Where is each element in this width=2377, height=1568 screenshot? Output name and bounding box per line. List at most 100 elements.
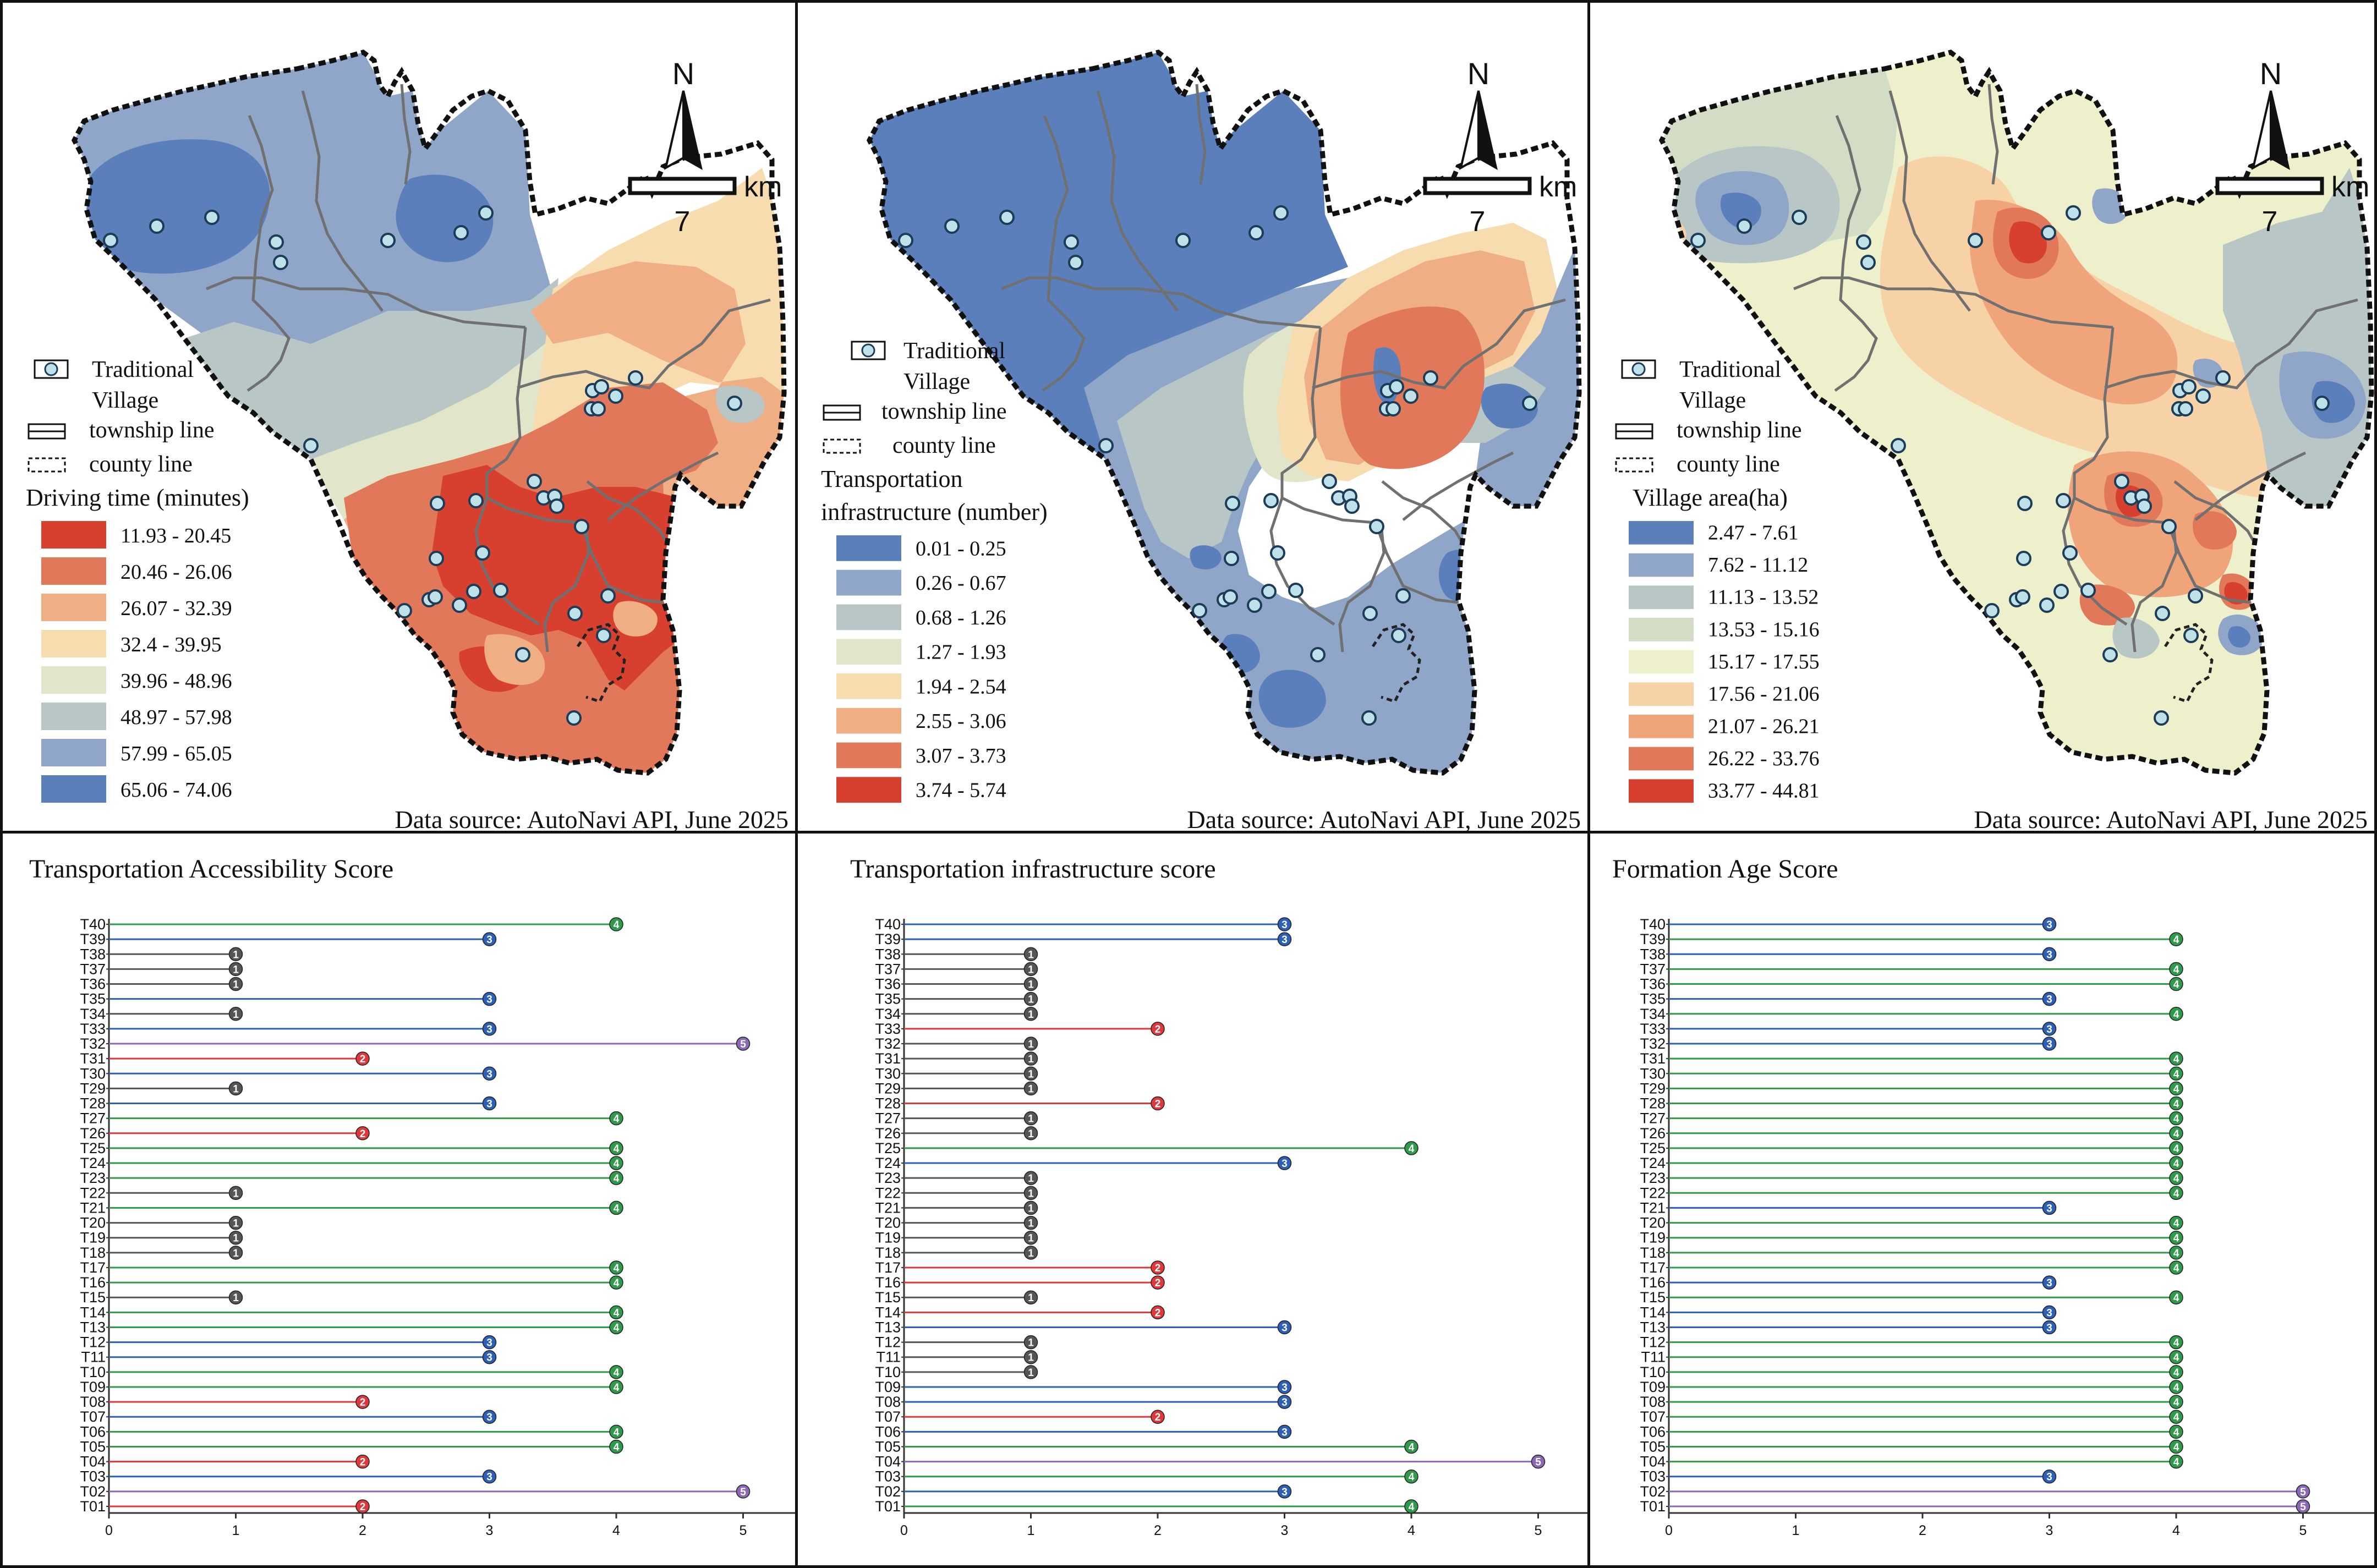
village-point bbox=[304, 439, 317, 452]
lollipop-value-label: 2 bbox=[360, 1501, 366, 1513]
village-point bbox=[609, 390, 622, 403]
village-point bbox=[1345, 500, 1359, 513]
legend-title: Driving time (minutes) bbox=[26, 484, 249, 511]
y-category-label: T12 bbox=[875, 1334, 901, 1351]
legend-village-label-1: Traditional bbox=[903, 338, 1005, 364]
village-point bbox=[1363, 607, 1377, 620]
y-category-label: T25 bbox=[80, 1140, 106, 1156]
x-tick-label: 4 bbox=[2172, 1523, 2180, 1538]
y-category-label: T31 bbox=[1640, 1050, 1666, 1067]
scale-value: 7 bbox=[675, 206, 691, 238]
y-category-label: T26 bbox=[80, 1125, 106, 1142]
lollipop-value-label: 2 bbox=[1155, 1307, 1161, 1319]
y-category-label: T31 bbox=[875, 1050, 901, 1067]
village-point bbox=[2189, 589, 2202, 602]
x-tick-label: 0 bbox=[1665, 1523, 1673, 1538]
y-category-label: T01 bbox=[875, 1498, 901, 1515]
legend-class-label: 0.26 - 0.67 bbox=[916, 572, 1006, 595]
village-point bbox=[1264, 494, 1278, 507]
legend-title: Transportation bbox=[821, 465, 963, 492]
x-tick-label: 4 bbox=[612, 1523, 620, 1538]
legend-swatch bbox=[41, 666, 106, 694]
legend-class-label: 26.07 - 32.39 bbox=[121, 597, 232, 620]
village-point bbox=[430, 552, 443, 565]
legend-swatch bbox=[41, 594, 106, 621]
lollipop-value-label: 1 bbox=[233, 1292, 239, 1304]
y-category-label: T11 bbox=[1641, 1349, 1666, 1366]
legend-class-label: 0.68 - 1.26 bbox=[916, 606, 1006, 629]
legend-village-label-2: Village bbox=[1679, 388, 1746, 413]
lollipop-value-label: 3 bbox=[1281, 1382, 1288, 1394]
y-category-label: T11 bbox=[81, 1349, 106, 1366]
lollipop-value-label: 1 bbox=[1028, 1248, 1034, 1259]
y-category-label: T40 bbox=[875, 916, 901, 933]
y-category-label: T20 bbox=[1640, 1215, 1666, 1231]
lollipop-value-label: 4 bbox=[2173, 1248, 2179, 1259]
lollipop-value-label: 5 bbox=[1535, 1457, 1541, 1468]
x-tick-label: 2 bbox=[1154, 1523, 1162, 1538]
lollipop-value-label: 4 bbox=[614, 1158, 620, 1170]
lollipop-value-label: 3 bbox=[486, 1068, 492, 1080]
lollipop-value-label: 4 bbox=[2173, 1128, 2179, 1140]
legend-township-label: township line bbox=[1677, 418, 1802, 443]
y-category-label: T09 bbox=[1640, 1379, 1666, 1395]
y-category-label: T38 bbox=[1640, 946, 1666, 962]
lollipop-value-label: 4 bbox=[1409, 1472, 1415, 1483]
village-point bbox=[453, 599, 466, 612]
scale-unit: km bbox=[2331, 171, 2369, 203]
lollipop-value-label: 4 bbox=[2173, 1337, 2179, 1349]
data-source: Data source: AutoNavi API, June 2025 bbox=[395, 805, 788, 834]
village-point bbox=[429, 590, 442, 604]
lollipop-value-label: 4 bbox=[614, 1278, 620, 1289]
y-category-label: T33 bbox=[875, 1021, 901, 1037]
y-category-label: T09 bbox=[80, 1379, 106, 1395]
village-point bbox=[1248, 599, 1261, 612]
y-category-label: T08 bbox=[80, 1394, 106, 1410]
lollipop-value-label: 2 bbox=[360, 1397, 366, 1408]
village-point bbox=[597, 629, 610, 642]
village-point bbox=[591, 402, 605, 415]
lollipop-value-label: 1 bbox=[1028, 1173, 1034, 1185]
lollipop-value-label: 1 bbox=[1028, 1292, 1034, 1304]
y-category-label: T01 bbox=[80, 1498, 106, 1515]
legend-swatch bbox=[1629, 618, 1694, 642]
chart-title: Transportation Accessibility Score bbox=[29, 854, 393, 884]
lollipop-value-label: 3 bbox=[2046, 1039, 2052, 1050]
village-point bbox=[1176, 234, 1190, 247]
legend-county-label: county line bbox=[1677, 452, 1780, 477]
lollipop-value-label: 3 bbox=[2046, 994, 2052, 1006]
lollipop-value-label: 1 bbox=[233, 1248, 239, 1259]
lollipop-value-label: 4 bbox=[2173, 1233, 2179, 1244]
lollipop-value-label: 1 bbox=[1028, 1083, 1034, 1095]
village-point bbox=[1274, 206, 1288, 220]
y-category-label: T37 bbox=[1640, 961, 1666, 977]
y-category-label: T32 bbox=[1640, 1035, 1666, 1052]
village-point bbox=[528, 475, 541, 488]
village-point bbox=[2063, 546, 2077, 560]
y-category-label: T13 bbox=[80, 1319, 106, 1335]
legend-swatch bbox=[41, 775, 106, 803]
legend-swatch bbox=[41, 739, 106, 766]
y-category-label: T27 bbox=[80, 1110, 106, 1127]
y-category-label: T20 bbox=[80, 1215, 106, 1231]
village-point bbox=[2115, 475, 2128, 488]
y-category-label: T24 bbox=[875, 1155, 901, 1171]
legend-swatch bbox=[1629, 682, 1694, 706]
legend-swatch bbox=[836, 570, 901, 596]
chart-title: Transportation infrastructure score bbox=[850, 854, 1216, 884]
lollipop-value-label: 4 bbox=[2173, 1054, 2179, 1065]
village-point bbox=[1099, 439, 1113, 452]
legend-class-label: 3.74 - 5.74 bbox=[916, 779, 1006, 802]
map-panel-transport-infrastructure: Nkm 7 Traditional Village township line count… bbox=[795, 0, 1590, 834]
legend-swatch bbox=[836, 535, 901, 561]
lollipop-value-label: 4 bbox=[2173, 1143, 2179, 1155]
x-tick-label: 5 bbox=[740, 1523, 747, 1538]
village-point bbox=[1387, 402, 1400, 415]
legend-swatch bbox=[1629, 779, 1694, 803]
y-category-label: T35 bbox=[80, 991, 106, 1007]
y-category-label: T15 bbox=[1640, 1289, 1666, 1306]
y-category-label: T12 bbox=[1640, 1334, 1666, 1351]
y-category-label: T25 bbox=[1640, 1140, 1666, 1156]
chart-panel-infrastructure: Transportation infrastructure score 0 1 2 3 4… bbox=[795, 831, 1590, 1568]
lollipop-value-label: 4 bbox=[1409, 1441, 1415, 1453]
